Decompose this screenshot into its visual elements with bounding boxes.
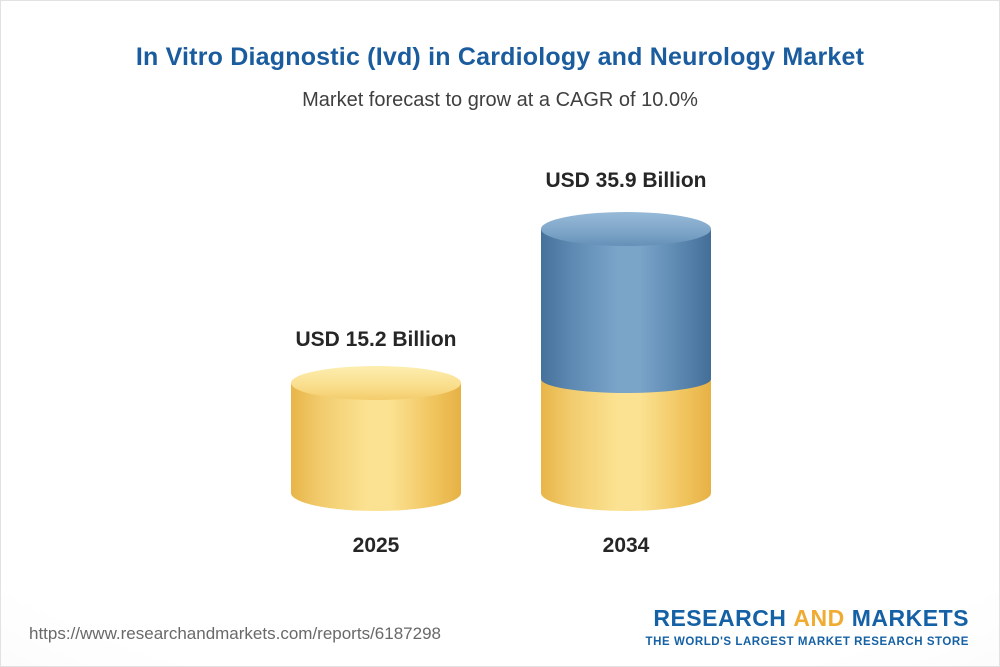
footer-url: https://www.researchandmarkets.com/repor…: [29, 624, 441, 643]
bar-2034-base-segment: [541, 379, 711, 511]
logo-word-research: RESEARCH: [653, 605, 787, 631]
bar-2025-body: [291, 383, 461, 511]
chart-subtitle: Market forecast to grow at a CAGR of 10.…: [302, 89, 698, 111]
year-label-2025: 2025: [352, 534, 400, 557]
year-label-2034: 2034: [602, 534, 650, 557]
bar-2034: [541, 212, 711, 511]
value-label-2025: USD 15.2 Billion: [295, 328, 457, 351]
chart-title: In Vitro Diagnostic (Ivd) in Cardiology …: [135, 43, 865, 71]
value-label-2034: USD 35.9 Billion: [545, 169, 707, 192]
bar-2034-top-ellipse: [541, 212, 711, 246]
logo-word-and: AND: [793, 605, 845, 631]
logo-word-markets: MARKETS: [851, 605, 969, 631]
logo-wordmark: RESEARCH AND MARKETS: [646, 605, 969, 632]
bar-2025: [291, 366, 461, 511]
logo-tagline: THE WORLD'S LARGEST MARKET RESEARCH STOR…: [645, 636, 969, 648]
bar-2034-growth-segment: [541, 229, 711, 393]
logo-research-and-markets: RESEARCH AND MARKETS THE WORLD'S LARGEST M…: [646, 605, 969, 648]
bar-2025-top-ellipse: [291, 366, 461, 400]
